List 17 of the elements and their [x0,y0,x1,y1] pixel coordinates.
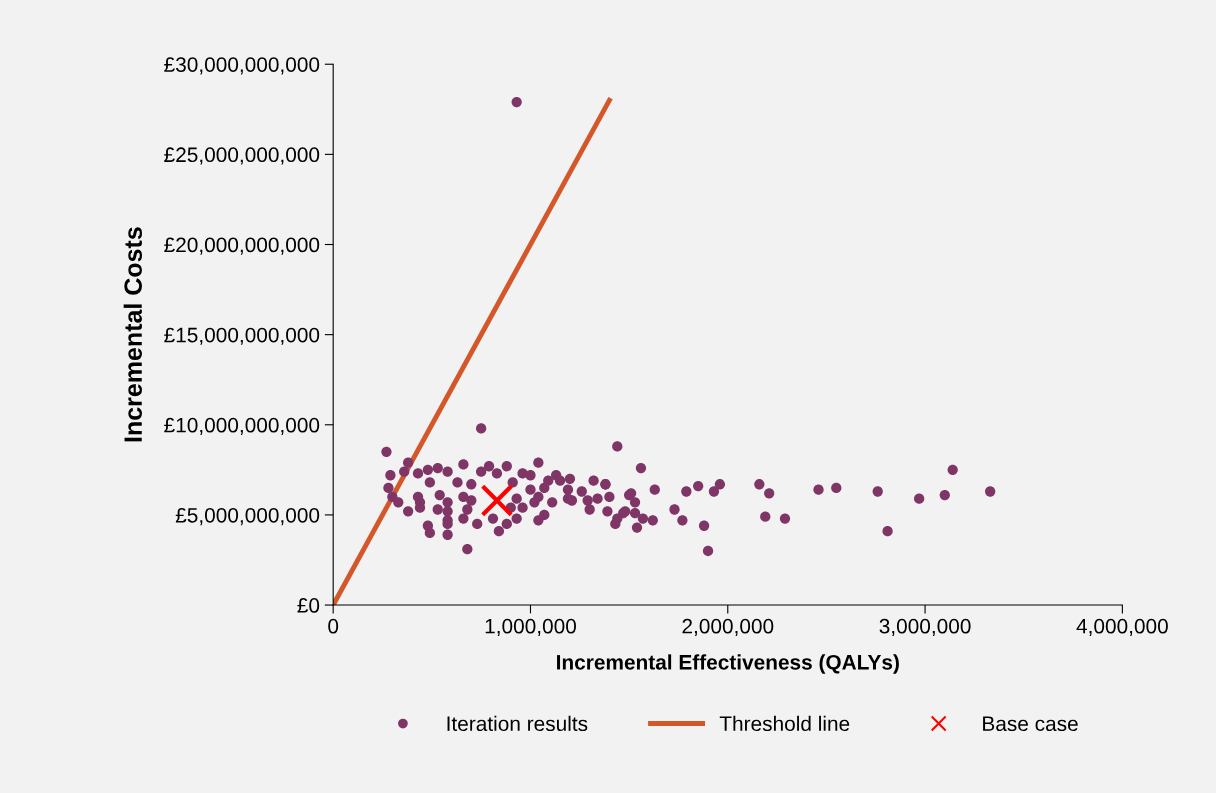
y-tick-label: £30,000,000,000 [164,57,320,75]
y-tick-label: £15,000,000,000 [164,327,320,345]
x-tick-label: 4,000,000 [1076,618,1168,637]
legend-label: Base case [983,716,1078,732]
x-tick-label: 2,000,000 [682,618,774,637]
y-tick-label: £20,000,000,000 [164,237,320,255]
x-tick-label: 0 [328,618,339,634]
legend-label: Iteration results [447,715,588,732]
y-tick-label: £25,000,000,000 [164,147,320,165]
y-tick-label: £5,000,000,000 [175,507,320,526]
y-tick-label: £10,000,000,000 [164,417,320,435]
x-tick-label: 1,000,000 [485,618,577,637]
x-tick-label: 3,000,000 [879,618,971,637]
legend-label: Threshold line [719,715,850,732]
x-axis-title: Incremental Effectiveness (QALYs) [557,654,899,674]
y-tick-label: £0 [297,598,320,613]
y-axis-title: Incremental Costs [123,227,142,442]
